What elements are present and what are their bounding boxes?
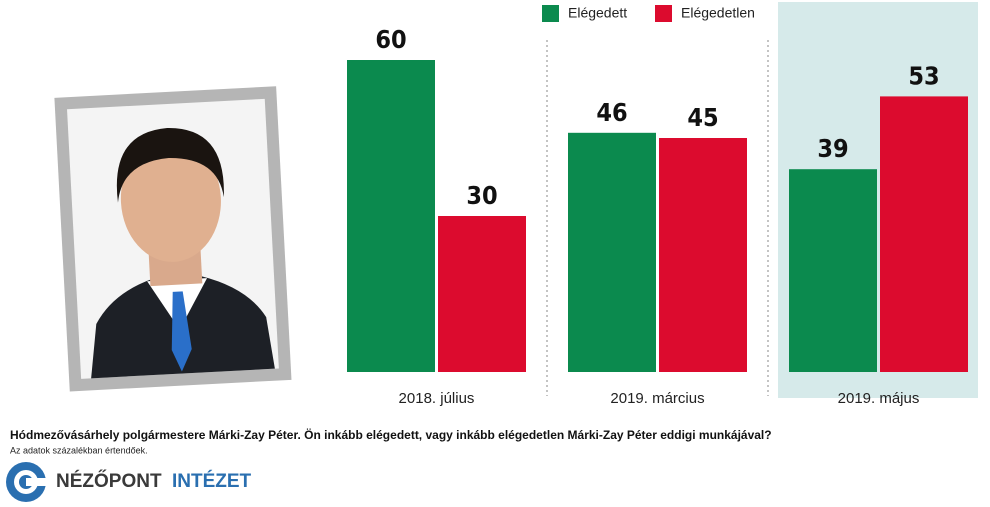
legend-label: Elégedetlen	[681, 5, 755, 21]
category-label: 2019. március	[610, 390, 704, 407]
category-label: 2018. július	[399, 390, 475, 407]
bar	[347, 60, 435, 372]
category-label: 2019. május	[838, 390, 920, 407]
bar	[880, 96, 968, 373]
note: Az adatok százalékban értendőek.	[10, 445, 148, 455]
logo-name: NÉZŐPONT	[56, 470, 162, 492]
bar	[568, 132, 656, 372]
photo	[54, 86, 292, 392]
legend-swatch	[542, 5, 559, 22]
value-label: 30	[466, 181, 497, 210]
bar	[789, 169, 877, 372]
legend-label: Elégedett	[568, 5, 627, 21]
value-label: 60	[375, 25, 406, 54]
value-label: 53	[908, 61, 939, 90]
value-label: 45	[687, 103, 718, 132]
bar	[659, 138, 747, 372]
legend-swatch	[655, 5, 672, 22]
logo-icon	[6, 462, 48, 502]
bar	[438, 216, 526, 372]
question: Hódmezővásárhely polgármestere Márki-Zay…	[10, 427, 772, 442]
value-label: 46	[596, 98, 627, 127]
value-label: 39	[817, 134, 848, 163]
logo-suffix: INTÉZET	[172, 470, 252, 492]
